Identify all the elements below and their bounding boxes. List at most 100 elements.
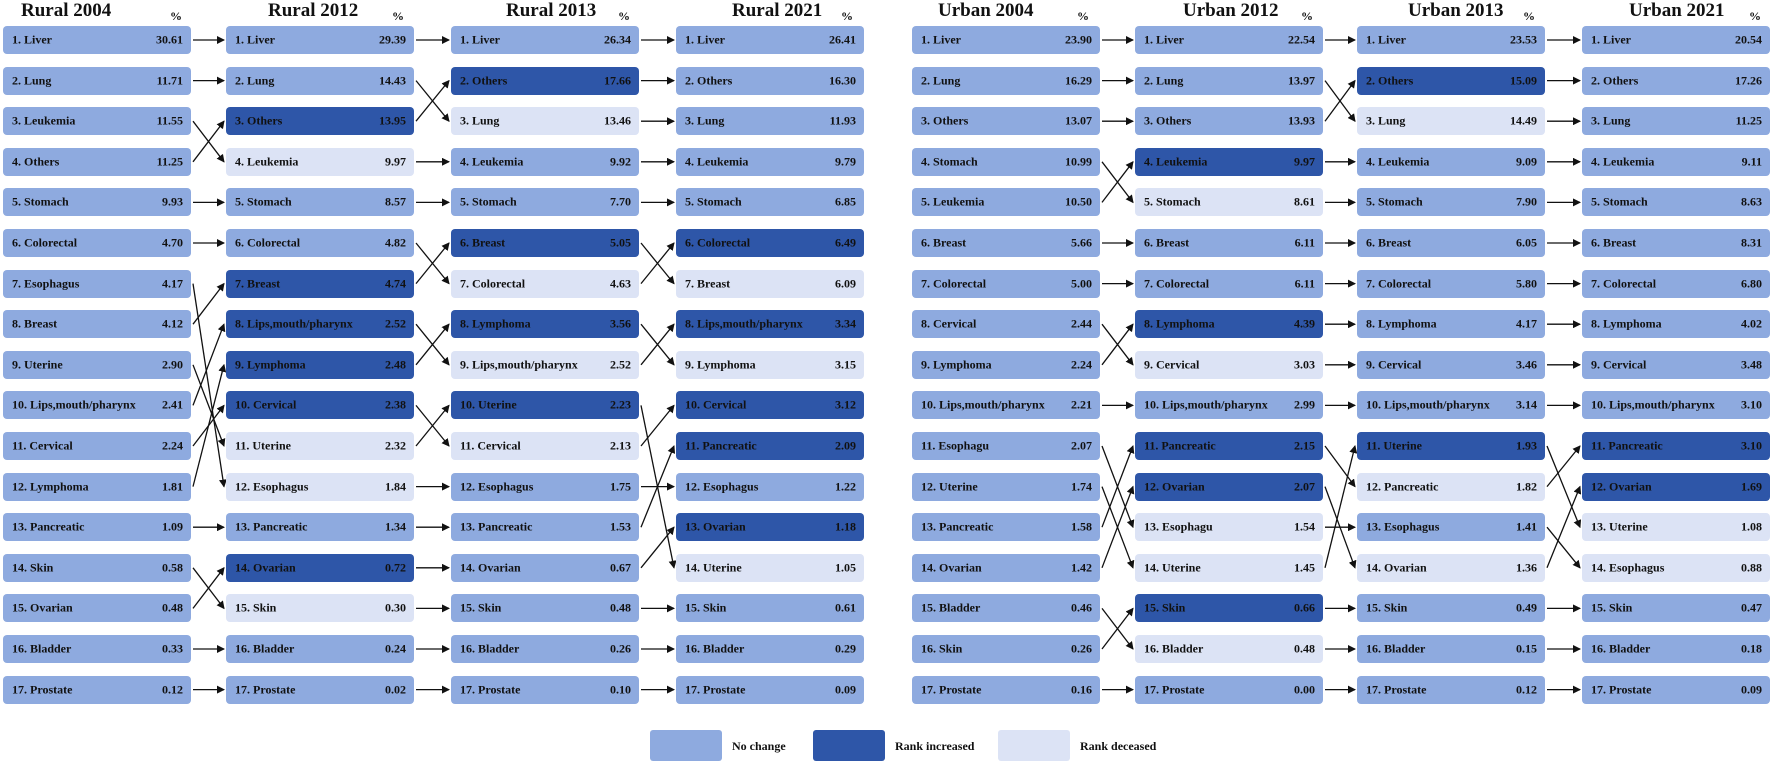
rank-box: 6. Colorectal 6.49	[676, 229, 864, 257]
percent-value: 3.34	[835, 316, 856, 331]
cancer-label: 5. Stomach	[1591, 194, 1648, 209]
cancer-label: 14. Uterine	[1144, 560, 1201, 575]
cancer-label: 5. Stomach	[685, 194, 742, 209]
cancer-label: 13. Pancreatic	[12, 519, 85, 534]
percent-value: 14.49	[1510, 113, 1537, 128]
rank-box: 17. Prostate 0.00	[1135, 675, 1323, 704]
cancer-label: 6. Colorectal	[12, 235, 78, 250]
percent-value: 0.26	[1071, 641, 1092, 656]
rank-box: 6. Breast 6.05	[1357, 229, 1545, 257]
percent-value: 0.33	[162, 641, 183, 656]
percent-value: 9.97	[385, 154, 406, 169]
cancer-label: 1. Liver	[1591, 32, 1631, 47]
percent-header: %	[841, 9, 853, 23]
cancer-label: 6. Breast	[1366, 235, 1412, 250]
cancer-label: 13. Esophagus	[1366, 519, 1440, 534]
cancer-label: 1. Liver	[1144, 32, 1184, 47]
column-title: Urban 2013	[1408, 0, 1504, 21]
percent-value: 1.81	[162, 479, 183, 494]
percent-value: 0.88	[1741, 560, 1762, 575]
cancer-label: 6. Breast	[1144, 235, 1190, 250]
percent-value: 6.49	[835, 235, 856, 250]
rank-box: 15. Bladder 0.46	[912, 594, 1100, 623]
rank-box: 9. Uterine 2.90	[3, 350, 191, 379]
percent-value: 11.25	[156, 154, 183, 169]
rank-box: 9. Cervical 3.03	[1135, 350, 1323, 379]
cancer-label: 7. Esophagus	[12, 276, 80, 291]
percent-value: 13.95	[379, 113, 406, 128]
percent-value: 8.31	[1741, 235, 1762, 250]
column-title: Urban 2012	[1183, 0, 1279, 21]
rank-arrow	[1324, 445, 1356, 488]
cancer-label: 10. Cervical	[235, 397, 297, 412]
percent-value: 1.54	[1294, 519, 1315, 534]
rank-box: 16. Bladder 0.29	[676, 635, 864, 663]
cancer-label: 6. Breast	[921, 235, 967, 250]
percent-value: 23.90	[1065, 32, 1092, 47]
rank-box: 12. Pancreatic 1.82	[1357, 472, 1545, 501]
percent-value: 4.82	[385, 235, 406, 250]
rank-box: 11. Esophagu 2.07	[912, 432, 1100, 460]
rank-box: 11. Uterine 1.93	[1357, 432, 1545, 460]
cancer-label: 2. Lung	[12, 73, 52, 88]
cancer-label: 4. Leukemia	[685, 154, 749, 169]
rank-box: 14. Ovarian 0.67	[451, 553, 639, 582]
rank-box: 17. Prostate 0.09	[1582, 675, 1770, 704]
percent-value: 1.09	[162, 519, 183, 534]
cancer-label: 15. Ovarian	[12, 600, 73, 615]
percent-value: 17.26	[1735, 73, 1762, 88]
rank-box: 15. Skin 0.66	[1135, 594, 1323, 623]
percent-value: 22.54	[1288, 32, 1315, 47]
cancer-label: 3. Lung	[1366, 113, 1406, 128]
percent-value: 30.61	[156, 32, 183, 47]
cancer-label: 2. Others	[1591, 73, 1639, 88]
cancer-label: 13. Pancreatic	[460, 519, 533, 534]
rank-arrow	[1546, 485, 1582, 569]
rank-box: 15. Ovarian 0.48	[3, 594, 191, 623]
rank-box: 12. Ovarian 1.69	[1582, 472, 1770, 501]
percent-value: 20.54	[1735, 32, 1762, 47]
percent-value: 0.15	[1516, 641, 1537, 656]
cancer-label: 17. Prostate	[921, 682, 982, 697]
cancer-label: 14. Skin	[12, 560, 54, 575]
rank-arrow	[415, 404, 450, 447]
percent-value: 0.12	[162, 682, 183, 697]
rank-box: 5. Stomach 9.93	[3, 188, 191, 217]
cancer-label: 17. Prostate	[235, 682, 296, 697]
percent-value: 1.84	[385, 479, 406, 494]
legend-label: Rank increased	[895, 739, 975, 753]
percent-value: 16.29	[1065, 73, 1092, 88]
percent-value: 0.26	[610, 641, 631, 656]
percent-value: 6.80	[1741, 276, 1762, 291]
percent-value: 1.53	[610, 519, 631, 534]
cancer-label: 12. Esophagus	[235, 479, 309, 494]
rank-box: 7. Colorectal 5.80	[1357, 269, 1545, 298]
percent-value: 2.41	[162, 397, 183, 412]
percent-value: 2.44	[1071, 316, 1092, 331]
rank-box: 10. Lips,mouth/pharynx 2.21	[912, 391, 1100, 420]
rank-box: 14. Ovarian 1.36	[1357, 553, 1545, 582]
legend-swatch	[650, 730, 722, 761]
rank-box: 17. Prostate 0.10	[451, 675, 639, 704]
percent-value: 9.93	[162, 194, 183, 209]
rank-box: 9. Lymphoma 3.15	[676, 350, 864, 379]
rank-box: 8. Cervical 2.44	[912, 310, 1100, 339]
column-title: Rural 2004	[21, 0, 112, 21]
rank-arrow	[640, 526, 675, 569]
rank-arrow	[1546, 526, 1581, 569]
percent-value: 3.03	[1294, 357, 1315, 372]
percent-value: 0.16	[1071, 682, 1092, 697]
rank-box: 1. Liver 26.34	[451, 26, 639, 54]
rank-box: 7. Breast 6.09	[676, 269, 864, 298]
percent-value: 1.34	[385, 519, 406, 534]
rank-box: 17. Prostate 0.16	[912, 675, 1100, 704]
cancer-label: 15. Skin	[460, 600, 502, 615]
cancer-label: 9. Cervical	[1366, 357, 1422, 372]
rank-box: 5. Stomach 8.61	[1135, 188, 1323, 217]
percent-value: 1.75	[610, 479, 631, 494]
cancer-label: 2. Lung	[235, 73, 275, 88]
rank-box: 6. Breast 5.66	[912, 229, 1100, 257]
cancer-label: 3. Others	[1144, 113, 1192, 128]
percent-value: 1.58	[1071, 519, 1092, 534]
